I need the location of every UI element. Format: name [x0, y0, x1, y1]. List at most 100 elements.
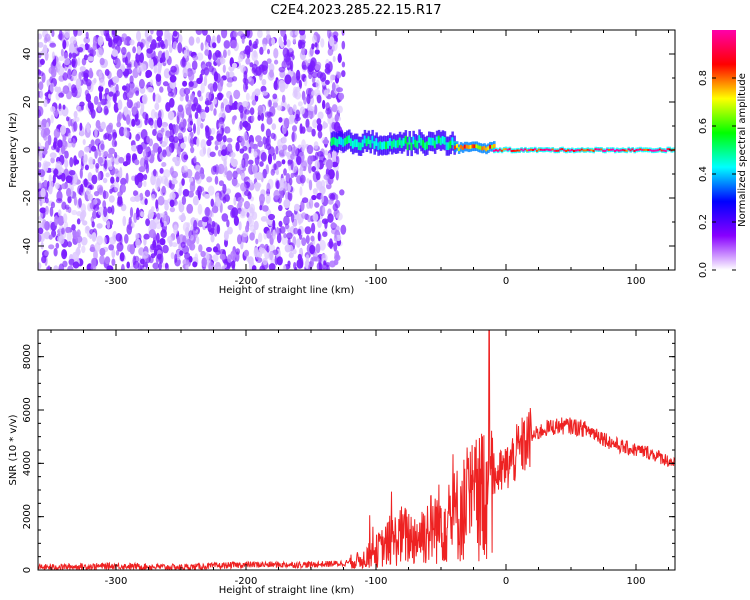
spectrogram-cell — [259, 46, 264, 55]
spectrogram-cell — [129, 244, 135, 255]
spectrogram-cell — [268, 213, 275, 221]
spectrogram-cell — [604, 149, 607, 152]
spectrogram-cell — [313, 89, 321, 97]
spectrogram-cell — [619, 149, 623, 152]
spectrogram-cell — [95, 119, 101, 129]
spectrogram-cell — [272, 101, 278, 108]
spectrogram-cell — [196, 117, 202, 127]
spectrogram-cell — [64, 30, 71, 39]
spectrogram-cell — [152, 129, 157, 136]
spectrogram-cell — [210, 127, 216, 135]
spectrogram-cell — [96, 223, 103, 229]
spectrogram-cell — [212, 81, 218, 92]
spectrogram-cell — [153, 65, 158, 74]
spectrogram-cell — [76, 47, 84, 53]
spectrogram-cell — [258, 232, 263, 243]
spectrogram-cell — [79, 168, 83, 179]
spectrogram-cell — [231, 177, 238, 187]
spectrogram-cell — [183, 136, 188, 143]
spectrogram-cell — [375, 138, 378, 146]
spectrogram-cell — [641, 148, 644, 151]
spectrogram-cell — [292, 125, 297, 132]
spectrogram-cell — [112, 76, 120, 84]
spectrogram-cell — [178, 187, 182, 197]
spectrogram-cell — [38, 262, 42, 270]
spectrogram-cell — [139, 52, 144, 63]
spectrogram-cell — [522, 149, 525, 152]
spectrogram-cell — [301, 126, 306, 134]
spectrogram-cell — [200, 111, 207, 120]
spectrogram-cell — [320, 193, 325, 203]
spectrogram-cell — [94, 242, 101, 252]
spectrogram-cell — [271, 37, 276, 46]
spectrogram-cell — [329, 36, 335, 47]
spectrogram-cell — [123, 39, 127, 46]
spectrogram-cell — [89, 184, 94, 191]
spectrogram-cell — [212, 254, 219, 262]
spectrogram-cell — [230, 250, 237, 261]
spectrogram-cell — [545, 148, 549, 151]
spectrogram-cell — [95, 162, 100, 169]
spectrogram-cell — [184, 252, 191, 261]
spectrogram-cell — [608, 149, 611, 151]
spectrogram-cell — [148, 229, 156, 239]
spectrogram-cell — [118, 111, 123, 121]
spectrogram-cell — [357, 142, 361, 150]
spectrogram-cell — [124, 72, 129, 79]
spectrogram-cell — [179, 95, 184, 102]
spectrogram-cell — [83, 178, 88, 188]
spectrogram-cell — [226, 82, 233, 88]
spectrogram-cell — [316, 262, 323, 270]
spectrogram-cell — [240, 111, 244, 119]
spectrogram-cell — [73, 195, 77, 206]
spectrogram-cell — [248, 39, 252, 47]
x-tick-label: 100 — [626, 276, 645, 287]
spectrogram-cell — [249, 141, 254, 149]
spectrogram-cell — [327, 48, 334, 56]
spectrogram-cell — [222, 64, 226, 74]
spectrogram-cell — [53, 265, 59, 270]
spectrogram-cell — [430, 137, 433, 146]
spectrogram-cell — [332, 31, 339, 38]
spectrogram-cell — [126, 63, 132, 70]
spectrogram-cell — [223, 230, 229, 241]
spectrogram-cell — [222, 196, 227, 204]
spectrogram-cell — [156, 30, 163, 38]
spectrogram-cell — [262, 43, 267, 51]
spectrogram-cell — [541, 149, 545, 151]
spectrogram-cell — [76, 104, 80, 111]
spectrogram-cell — [316, 243, 321, 253]
spectrogram-cell — [270, 132, 276, 140]
spectrogram-cell — [341, 70, 346, 78]
spectrogram-cell — [299, 106, 305, 115]
spectrogram-cell — [60, 125, 67, 135]
spectrogram-cell — [487, 146, 490, 151]
spectrogram-cell — [57, 215, 65, 226]
spectrogram-cell — [167, 110, 175, 121]
spectrogram-cell — [216, 224, 221, 235]
spectrogram-cell — [159, 167, 164, 174]
spectrogram-cell — [278, 204, 283, 212]
spectrogram-cell — [437, 135, 441, 144]
spectrogram-cell — [227, 127, 231, 134]
spectrogram-cell — [143, 174, 148, 180]
x-tick-label: -200 — [235, 276, 258, 287]
spectrogram-cell — [162, 81, 169, 87]
spectrogram-cell — [291, 75, 297, 86]
spectrogram-cell — [91, 145, 97, 152]
spectrogram-cell — [66, 142, 73, 148]
spectrogram-cell — [321, 253, 328, 263]
y-tick-label: 8000 — [22, 344, 33, 369]
spectrogram-cell — [340, 137, 343, 146]
spectrogram-cell — [332, 203, 338, 212]
spectrogram-cell — [89, 202, 94, 210]
spectrogram-cell — [144, 146, 150, 152]
spectrogram-cell — [329, 193, 336, 201]
spectrogram-cell — [311, 222, 316, 234]
spectrogram-cell — [220, 77, 224, 87]
spectrogram-cell — [143, 266, 147, 270]
spectrogram-cell — [142, 149, 148, 159]
spectrogram-cell — [100, 30, 105, 36]
spectrogram-cell — [283, 40, 287, 46]
